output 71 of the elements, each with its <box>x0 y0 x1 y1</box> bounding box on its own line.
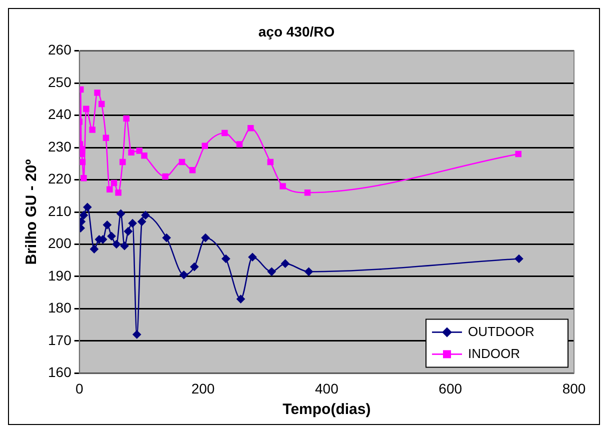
point <box>128 149 134 156</box>
x-axis-title: Tempo(dias) <box>282 401 371 418</box>
point <box>120 242 129 250</box>
point <box>107 232 116 240</box>
point <box>83 106 90 112</box>
point <box>120 158 126 166</box>
point <box>178 158 186 166</box>
chart-title: aço 430/RO <box>258 23 335 40</box>
y-tick-label: 260 <box>48 42 72 58</box>
point <box>190 262 199 271</box>
point <box>98 100 105 108</box>
point <box>141 152 148 159</box>
x-tick-label: 200 <box>191 380 215 396</box>
point <box>83 203 92 212</box>
point <box>236 294 245 304</box>
point <box>162 173 168 180</box>
point <box>180 270 188 280</box>
point <box>141 211 150 220</box>
point <box>128 219 137 228</box>
point <box>248 252 257 262</box>
y-tick-label: 190 <box>48 267 72 284</box>
point <box>115 190 122 196</box>
y-tick-label: 220 <box>48 170 72 187</box>
point <box>79 150 85 158</box>
y-tick-label: 230 <box>48 138 72 154</box>
point <box>281 259 290 268</box>
legend-label: INDOOR <box>468 346 520 361</box>
point <box>106 186 113 193</box>
y-tick-label: 200 <box>48 235 72 252</box>
point <box>94 90 100 96</box>
point <box>268 267 276 276</box>
point <box>90 244 98 254</box>
point <box>124 227 132 236</box>
point <box>80 175 87 182</box>
point <box>138 218 146 226</box>
point <box>280 183 286 190</box>
point <box>514 254 524 263</box>
point <box>222 254 230 263</box>
legend-label: OUTDOOR <box>468 324 534 339</box>
point <box>515 150 522 158</box>
point <box>236 141 243 148</box>
x-tick-label: 400 <box>315 380 339 396</box>
point <box>80 211 88 220</box>
y-tick-label: 240 <box>48 106 72 122</box>
point <box>267 158 274 166</box>
point <box>304 267 313 276</box>
point <box>136 148 142 154</box>
point <box>202 142 208 150</box>
point <box>189 166 196 174</box>
point <box>222 130 228 136</box>
point <box>132 330 142 339</box>
point <box>89 126 96 133</box>
y-tick-label: 250 <box>48 74 72 90</box>
y-tick-label: 160 <box>48 364 72 380</box>
point <box>110 180 118 186</box>
point <box>304 190 311 196</box>
point <box>112 240 121 248</box>
point <box>103 220 112 230</box>
point <box>102 134 110 141</box>
point <box>248 125 254 132</box>
x-tick-label: 0 <box>75 380 84 396</box>
x-tick-label: 600 <box>438 380 462 396</box>
point <box>201 234 210 242</box>
y-axis-title: Brilho GU - 20º <box>23 158 40 265</box>
y-tick-label: 170 <box>48 332 72 348</box>
point <box>162 234 171 242</box>
point <box>123 115 130 122</box>
y-tick-label: 210 <box>48 202 72 219</box>
y-tick-label: 180 <box>48 300 72 316</box>
x-tick-label: 800 <box>562 380 586 396</box>
point <box>116 209 125 218</box>
